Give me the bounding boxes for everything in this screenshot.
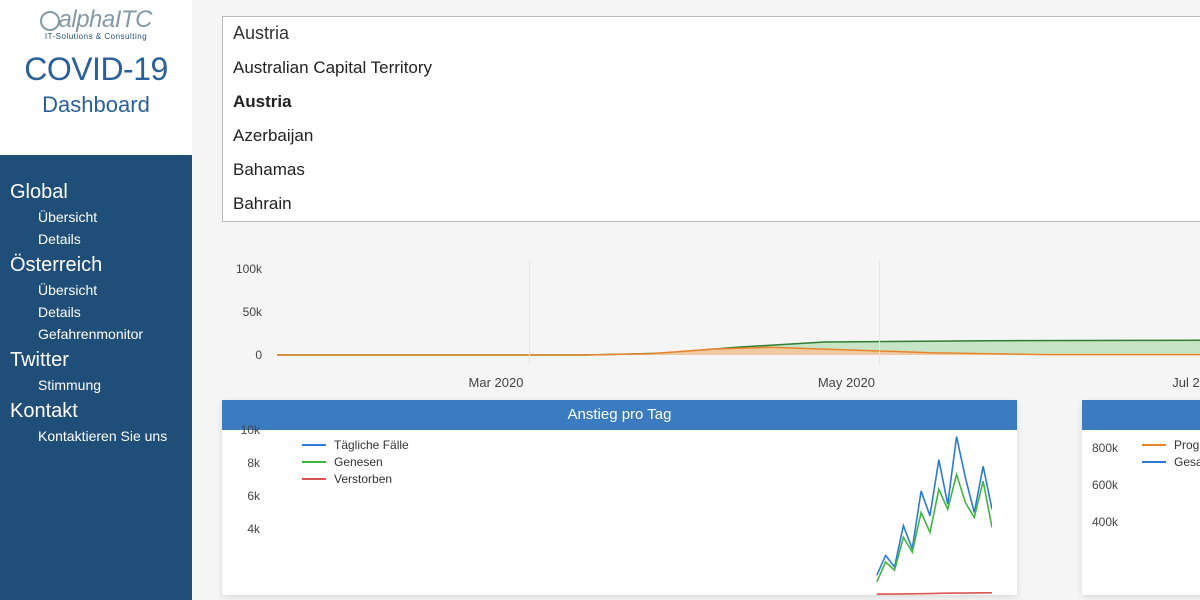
nav-item[interactable]: Kontaktieren Sie uns bbox=[10, 425, 182, 447]
y-tick: 0 bbox=[222, 348, 262, 362]
country-options-list: Australian Capital TerritoryAustriaAzerb… bbox=[223, 51, 1200, 221]
legend-item: Gesa bbox=[1142, 455, 1200, 469]
daily-panel-title: Anstieg pro Tag bbox=[222, 400, 1017, 430]
country-option[interactable]: Azerbaijan bbox=[223, 119, 1200, 153]
country-option[interactable]: Austria bbox=[223, 85, 1200, 119]
app-subtitle: Dashboard bbox=[0, 92, 192, 118]
sidebar-nav: GlobalÜbersichtDetailsÖsterreichÜbersich… bbox=[0, 155, 192, 461]
y-tick: 800k bbox=[1092, 441, 1118, 455]
nav-item[interactable]: Übersicht bbox=[10, 279, 182, 301]
y-tick: 400k bbox=[1092, 515, 1118, 529]
prognose-chart-body: Prog Gesa 800k 600k 400k bbox=[1082, 430, 1200, 595]
country-option[interactable]: Australian Capital Territory bbox=[223, 51, 1200, 85]
x-tick: Jul 2020 bbox=[1172, 375, 1200, 390]
legend-item: Prog bbox=[1142, 438, 1200, 452]
cumulative-area-chart: 100k 50k 0 Mar 2020 May 2020 Jul 2020 bbox=[222, 260, 1200, 390]
prognose-legend: Prog Gesa bbox=[1142, 438, 1200, 472]
y-tick: 100k bbox=[222, 262, 262, 276]
app-title: COVID-19 bbox=[0, 51, 192, 88]
nav-item[interactable]: Details bbox=[10, 228, 182, 250]
y-tick: 600k bbox=[1092, 478, 1118, 492]
main-area: 100k 50k 0 Mar 2020 May 2020 Jul 2020 Austria… bbox=[192, 0, 1200, 600]
y-tick: 8k bbox=[232, 456, 260, 470]
y-tick: 50k bbox=[222, 305, 262, 319]
country-selector[interactable]: Austria Australian Capital TerritoryAust… bbox=[222, 16, 1200, 222]
y-tick: 10k bbox=[232, 423, 260, 437]
sidebar: alphaITC IT-Solutions & Consulting COVID… bbox=[0, 0, 192, 600]
daily-chart-body: Tägliche FälleGenesenVerstorben 10k8k6k4… bbox=[222, 430, 1017, 595]
prognose-panel: Prog Gesa 800k 600k 400k bbox=[1082, 400, 1200, 595]
nav-section: Österreich bbox=[10, 254, 182, 277]
nav-item[interactable]: Details bbox=[10, 301, 182, 323]
y-tick: 4k bbox=[232, 522, 260, 536]
nav-item[interactable]: Gefahrenmonitor bbox=[10, 323, 182, 345]
country-option[interactable]: Bahamas bbox=[223, 153, 1200, 187]
x-tick: May 2020 bbox=[818, 375, 875, 390]
nav-section: Kontakt bbox=[10, 400, 182, 423]
brand-subtitle: IT-Solutions & Consulting bbox=[0, 32, 192, 41]
x-tick: Mar 2020 bbox=[469, 375, 524, 390]
nav-section: Global bbox=[10, 181, 182, 204]
nav-section: Twitter bbox=[10, 349, 182, 372]
prognose-panel-title bbox=[1082, 400, 1200, 430]
country-input[interactable]: Austria bbox=[223, 17, 1200, 51]
logo-area: alphaITC IT-Solutions & Consulting COVID… bbox=[0, 0, 192, 155]
nav-item[interactable]: Stimmung bbox=[10, 374, 182, 396]
brand-logo: alphaITC bbox=[0, 6, 192, 34]
nav-item[interactable]: Übersicht bbox=[10, 206, 182, 228]
country-option[interactable]: Bahrain bbox=[223, 187, 1200, 221]
daily-increase-panel: Anstieg pro Tag Tägliche FälleGenesenVer… bbox=[222, 400, 1017, 595]
y-tick: 6k bbox=[232, 489, 260, 503]
